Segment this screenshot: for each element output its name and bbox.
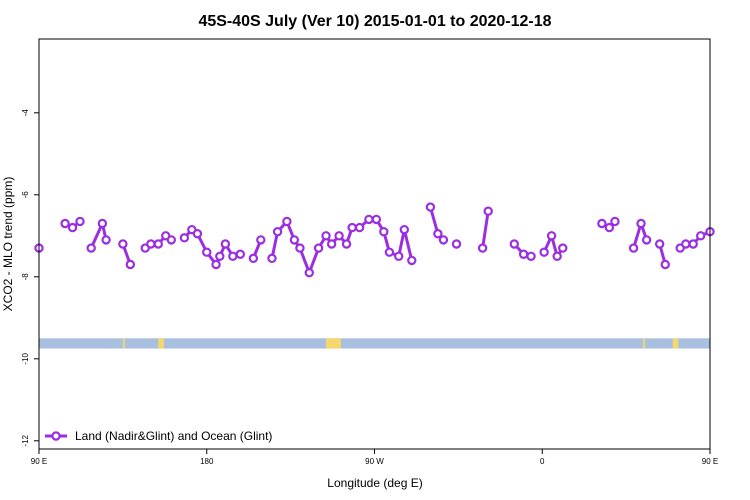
land-span (158, 338, 164, 349)
series-layer (34, 202, 715, 278)
plot-frame (38, 38, 711, 450)
data-point (597, 218, 607, 229)
data-point (451, 239, 462, 249)
data-point (539, 247, 549, 257)
legend-label: Land (Nadir&Glint) and Ocean (Glint) (75, 429, 272, 443)
data-point (215, 251, 225, 261)
data-point (248, 253, 259, 264)
data-point (477, 243, 488, 253)
data-point (604, 222, 615, 233)
data-point (235, 249, 245, 259)
data-point (97, 218, 108, 229)
chart-title: 45S-40S July (Ver 10) 2015-01-01 to 2020… (198, 13, 551, 30)
data-point (228, 251, 238, 261)
data-point (289, 235, 300, 245)
y-tick-label: -6 (21, 191, 30, 199)
data-point (695, 231, 706, 241)
data-point (179, 233, 190, 243)
data-point (660, 259, 670, 270)
data-point (75, 216, 85, 227)
data-point (267, 253, 277, 264)
data-point (326, 239, 337, 249)
data-point (321, 231, 331, 241)
data-point (552, 251, 562, 261)
data-point (295, 243, 305, 253)
data-point (654, 239, 665, 249)
x-tick-label: 90 E (31, 457, 47, 466)
series-line-segment (481, 210, 490, 249)
data-point (407, 255, 417, 266)
data-point (425, 202, 436, 212)
data-point (101, 235, 111, 245)
data-point (272, 226, 283, 237)
land-span (672, 338, 679, 349)
data-point (636, 218, 646, 229)
data-point (394, 251, 404, 261)
data-point (371, 214, 382, 225)
y-tick-label: -12 (21, 434, 30, 446)
series-line-segment (542, 234, 564, 258)
ocean-band (39, 338, 710, 349)
data-point (526, 251, 536, 261)
data-point (202, 247, 212, 257)
land-span (642, 338, 645, 349)
data-point (341, 239, 352, 249)
x-tick-label: 0 (540, 457, 545, 466)
data-point (118, 239, 128, 249)
data-point (433, 229, 443, 239)
x-tick-label: 180 (200, 457, 214, 466)
data-point (220, 239, 231, 249)
data-point (86, 243, 96, 253)
data-point (354, 222, 365, 233)
data-point (483, 206, 493, 216)
data-point (364, 214, 374, 225)
x-tick-label: 90 W (365, 457, 384, 466)
data-point (558, 243, 568, 253)
data-point (334, 231, 344, 241)
x-axis-label: Longitude (deg E) (327, 476, 422, 490)
data-point (282, 216, 292, 227)
data-point (304, 268, 314, 278)
data-point (313, 243, 324, 253)
data-point (399, 224, 410, 235)
y-tick-label: -4 (21, 109, 30, 117)
x-tick-label: 90 E (702, 457, 718, 466)
data-point (518, 249, 529, 259)
y-axis-label: XCO2 - MLO trend (ppm) (1, 177, 15, 312)
data-point (166, 235, 177, 245)
data-point (610, 216, 620, 227)
data-point (546, 231, 557, 241)
y-axis: -4 -6 -8 -10 -12 (21, 109, 39, 447)
data-point (641, 235, 652, 245)
land-span (326, 338, 341, 349)
series-line-segment (270, 217, 414, 275)
y-tick-label: -10 (21, 352, 30, 364)
data-point (509, 239, 519, 249)
data-point (211, 259, 221, 270)
data-point (60, 218, 70, 229)
data-point (146, 239, 156, 249)
legend: Land (Nadir&Glint) and Ocean (Glint) (45, 429, 272, 443)
land-span (122, 338, 125, 349)
data-point (125, 259, 136, 270)
land-ocean-strip (39, 338, 710, 349)
data-point (256, 235, 266, 245)
data-point (192, 229, 203, 239)
x-axis: 90 E 180 90 W 0 90 E (31, 449, 718, 466)
data-point (628, 243, 639, 253)
data-point (67, 222, 78, 233)
data-point (153, 239, 163, 249)
data-point (379, 226, 389, 237)
y-tick-label: -8 (21, 273, 30, 281)
data-point (347, 222, 357, 233)
data-point (688, 239, 698, 249)
data-point (384, 247, 395, 257)
data-point (438, 235, 449, 245)
legend-marker-swatch (51, 431, 61, 441)
data-point (681, 239, 691, 249)
